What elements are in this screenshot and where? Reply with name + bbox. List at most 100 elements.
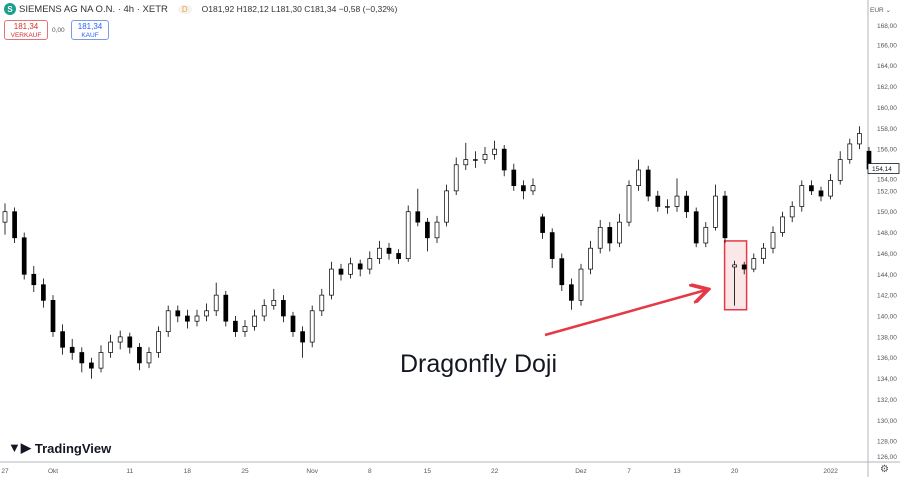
sell-button[interactable]: 181,34 VERKAUF	[4, 20, 48, 40]
time-tick-label: Okt	[48, 468, 58, 475]
candle-body	[367, 258, 373, 270]
price-tick-label: 164,00	[877, 63, 897, 70]
candle	[655, 190, 661, 212]
candle	[799, 180, 805, 212]
candle-body	[617, 221, 622, 244]
price-tick-label: 166,00	[877, 42, 897, 49]
candle	[290, 311, 296, 337]
price-tick-label: 150,00	[877, 209, 897, 216]
time-tick-label: 2022	[823, 468, 838, 475]
candle-body	[31, 273, 37, 286]
candle-body	[492, 148, 497, 155]
candle-body	[233, 320, 238, 332]
candle	[665, 199, 670, 214]
candle-body	[703, 227, 709, 244]
candle	[511, 163, 517, 191]
buy-button[interactable]: 181,34 KAUF	[71, 20, 109, 40]
candle	[89, 357, 94, 379]
time-tick-label: 20	[731, 468, 739, 475]
candle	[60, 324, 65, 355]
candle-body	[329, 268, 334, 296]
symbol-header: S SIEMENS AG NA O.N. · 4h · XETR D O181,…	[4, 3, 397, 15]
candle-body	[89, 362, 94, 369]
buy-price: 181,34	[77, 22, 103, 31]
candle	[482, 147, 488, 164]
candle	[578, 263, 584, 306]
candle	[396, 249, 401, 264]
candle-body	[761, 247, 766, 259]
candle-body	[271, 300, 277, 306]
candle-body	[482, 154, 488, 160]
candle-body	[444, 190, 449, 223]
candle-body	[655, 195, 661, 207]
ohlc-readout: O181,92 H182,12 L181,30 C181,34 −0,58 (−…	[201, 4, 398, 14]
candle-body	[194, 315, 200, 322]
candle	[204, 303, 209, 322]
price-tick-label: 156,00	[877, 147, 897, 154]
candle-body	[300, 331, 305, 343]
candle-body	[597, 227, 603, 249]
candle	[770, 226, 776, 254]
candle-body	[501, 148, 507, 171]
sell-price: 181,34	[13, 22, 39, 31]
candle-body	[281, 300, 286, 317]
candle-body	[434, 221, 440, 239]
price-tick-label: 138,00	[877, 334, 897, 341]
buy-label: KAUF	[81, 32, 99, 39]
candle	[588, 240, 593, 275]
candle-body	[165, 310, 171, 332]
price-tick-label: 130,00	[877, 418, 897, 425]
symbol-title[interactable]: SIEMENS AG NA O.N. · 4h · XETR	[19, 3, 168, 15]
tradingview-logo[interactable]: ▼▶ TradingView	[8, 440, 111, 456]
candle	[597, 220, 603, 254]
candle	[444, 184, 449, 227]
currency-selector[interactable]: EUR ⌄	[870, 7, 891, 14]
candle-body	[559, 258, 565, 286]
candle	[780, 211, 785, 237]
price-tick-label: 160,00	[877, 105, 897, 112]
candle	[194, 309, 200, 327]
candle	[463, 142, 469, 170]
candle	[809, 180, 814, 196]
candle-body	[453, 164, 459, 192]
candle	[617, 213, 622, 248]
price-tick-label: 152,00	[877, 188, 897, 195]
candle	[434, 215, 440, 243]
candle	[41, 278, 46, 308]
candle-body	[309, 310, 315, 343]
time-tick-label: 8	[368, 468, 372, 475]
candle	[338, 263, 344, 281]
spread-value: 0,00	[52, 27, 65, 34]
price-tick-label: 136,00	[877, 355, 897, 362]
price-tick-label: 142,00	[877, 293, 897, 300]
candle-body	[204, 310, 209, 317]
candle-body	[732, 264, 737, 268]
candle	[12, 207, 17, 243]
candle	[242, 320, 248, 337]
annotation-arrow	[544, 290, 706, 337]
currency-label: EUR	[870, 7, 884, 14]
settings-gear-icon[interactable]: ⚙	[880, 464, 889, 475]
candle-body	[540, 216, 545, 233]
candle	[473, 151, 478, 168]
candle	[146, 347, 152, 369]
candle	[405, 205, 411, 262]
candle	[789, 201, 795, 223]
candle-body	[242, 326, 248, 332]
time-tick-label: 18	[184, 468, 192, 475]
candle	[386, 243, 392, 260]
candle-body	[117, 336, 123, 343]
candle-body	[837, 159, 843, 181]
candle	[837, 151, 843, 185]
candle-body	[386, 247, 392, 254]
market-status-badge[interactable]: D	[177, 4, 192, 14]
candle-body	[722, 195, 728, 239]
brand-name: TradingView	[34, 440, 112, 456]
candle-body	[828, 180, 833, 197]
candle	[137, 343, 142, 371]
candle	[233, 316, 238, 337]
candle	[108, 334, 113, 358]
price-tick-label: 148,00	[877, 230, 897, 237]
candle	[117, 330, 123, 350]
